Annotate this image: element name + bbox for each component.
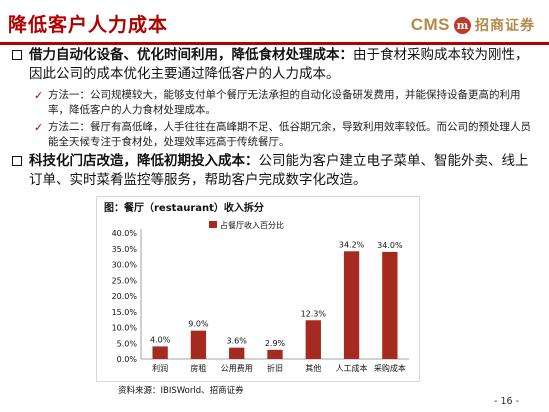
data-label: 34.2% <box>339 240 365 249</box>
square-bullet-icon <box>12 50 22 60</box>
y-tick-label: 25.0% <box>112 276 138 285</box>
bar-chart: 0.0% 5.0% 10.0% 15.0% 20.0% 25.0% 30.0% 35.0% 40… <box>112 220 409 373</box>
header-divider <box>0 42 549 45</box>
bar <box>343 251 360 359</box>
bar <box>229 347 245 359</box>
y-tick-label: 10.0% <box>112 324 138 333</box>
logo-latin: CMS <box>410 15 450 34</box>
x-category-label: 采购成本 <box>374 363 406 373</box>
y-tick-label: 20.0% <box>112 292 138 301</box>
bar <box>152 346 168 359</box>
logo-seal-icon: m <box>454 16 471 34</box>
page-title: 降低客户人力成本 <box>8 14 169 36</box>
data-label: 9.0% <box>188 320 209 329</box>
data-label: 3.6% <box>227 337 248 346</box>
bullet-item: 借力自动化设备、优化时间利用，降低食材处理成本：由于食材采购成本较为刚性，因此公… <box>12 46 542 86</box>
bullet-heading: 科技化门店改造，降低初期投入成本： <box>29 153 259 169</box>
sub-bullet-text: 方法二：餐厅有高低峰，人手往往在高峰期不足、低谷期冗余，导致利用效率较低。而公司… <box>48 121 531 148</box>
x-category-label: 房租 <box>190 363 206 373</box>
y-tick-label: 5.0% <box>117 339 138 348</box>
y-tick-label: 35.0% <box>112 245 138 254</box>
y-tick-label: 15.0% <box>112 308 138 317</box>
bullet-heading: 借力自动化设备、优化时间利用，降低食材处理成本： <box>29 47 353 63</box>
sub-bullet-item: ✓ 方法二：餐厅有高低峰，人手往往在高峰期不足、低谷期冗余，导致利用效率较低。而… <box>34 120 534 150</box>
x-category-label: 公用费用 <box>221 363 253 373</box>
bar <box>382 251 398 359</box>
page-number: - 16 - <box>494 396 519 407</box>
checkmark-icon: ✓ <box>34 89 44 102</box>
data-label: 34.0% <box>377 241 403 250</box>
data-label: 4.0% <box>150 335 171 344</box>
logo-chinese: 招商证券 <box>475 18 535 34</box>
bar <box>305 320 321 359</box>
chart-source: 资料来源：IBISWorld、招商证券 <box>118 386 244 396</box>
y-tick-label: 30.0% <box>112 261 138 270</box>
x-category-label: 其他 <box>305 363 321 373</box>
y-tick-label: 0.0% <box>117 355 138 364</box>
sub-bullet-text: 方法一：公司规模较大，能够支付单个餐厅无法承担的自动化设备研发费用，并能保持设备… <box>48 89 521 116</box>
legend-label: 占餐厅收入百分比 <box>220 220 284 230</box>
square-bullet-icon <box>12 156 22 166</box>
chart-panel: 0.0% 5.0% 10.0% 15.0% 20.0% 25.0% 30.0% 35.0% 40… <box>96 196 420 382</box>
bar <box>267 349 283 359</box>
bullet-item: 科技化门店改造，降低初期投入成本：公司能为客户建立电子菜单、智能外卖、线上订单、… <box>12 152 542 192</box>
data-label: 2.9% <box>265 339 286 348</box>
x-category-label: 折旧 <box>267 363 283 373</box>
bullet-body: 公司能为客户建立电子菜单、智能外卖、线上订单、实时菜肴监控等服务，帮助客户完成数… <box>29 153 529 188</box>
x-category-label: 人工成本 <box>336 363 368 373</box>
checkmark-icon: ✓ <box>34 121 44 134</box>
slide-header: 降低客户人力成本 CMS m 招商证券 <box>0 0 549 46</box>
bullet-body: 由于食材采购成本较为刚性，因此公司的成本优化主要通过降低客户的人力成本。 <box>29 47 529 82</box>
bar <box>190 330 207 359</box>
x-category-label: 利润 <box>152 363 168 373</box>
chart-caption: 图：餐厅（restaurant）收入拆分 <box>104 203 264 214</box>
y-tick-label: 40.0% <box>112 229 138 238</box>
sub-bullet-item: ✓ 方法一：公司规模较大，能够支付单个餐厅无法承担的自动化设备研发费用，并能保持… <box>34 88 534 118</box>
brand-logo: CMS m 招商证券 <box>411 14 535 36</box>
legend-swatch <box>209 221 217 228</box>
data-label: 12.3% <box>301 309 327 318</box>
